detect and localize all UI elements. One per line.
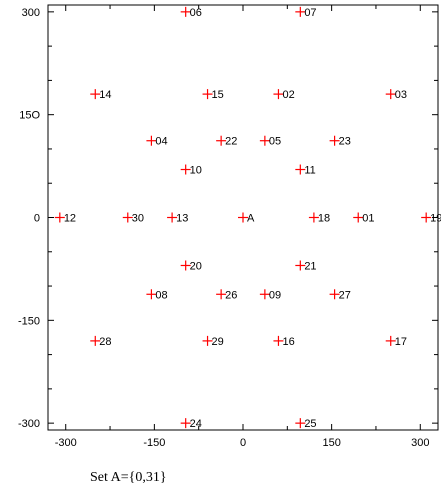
data-point: 30 — [122, 212, 144, 225]
data-point: 19 — [421, 212, 441, 225]
data-point: 15 — [202, 89, 224, 101]
data-point: 14 — [90, 89, 112, 101]
point-label: 16 — [282, 336, 294, 348]
data-point: 13 — [167, 212, 188, 225]
y-tick-label: 15O — [19, 110, 40, 122]
point-label: 28 — [99, 336, 111, 348]
data-point: 25 — [295, 418, 317, 430]
axis-tick-labels: -300 -150 0 150 300 300 15O 0 -150 -300 — [18, 7, 429, 449]
point-label: 21 — [304, 260, 316, 272]
data-point: 20 — [180, 260, 202, 272]
data-point: 22 — [216, 135, 237, 148]
data-point: 21 — [295, 260, 317, 272]
point-label: 11 — [304, 165, 315, 177]
point-label: 06 — [190, 7, 202, 19]
point-label: 18 — [318, 213, 330, 225]
point-label: 10 — [190, 165, 202, 177]
point-label: 15 — [212, 89, 224, 101]
point-label: 08 — [155, 289, 167, 301]
data-point: 18 — [308, 212, 330, 225]
data-point: A — [238, 212, 255, 225]
data-point: 26 — [216, 289, 237, 301]
x-tick-label: 300 — [411, 437, 429, 449]
chart-caption: Set A={0,31} — [90, 470, 167, 485]
point-label: 23 — [339, 136, 351, 148]
x-tick-label: -300 — [55, 437, 77, 449]
data-point: 05 — [259, 135, 281, 148]
data-point: 11 — [295, 164, 316, 177]
point-label: 29 — [212, 336, 224, 348]
point-label: 25 — [304, 418, 316, 430]
x-tick-label: 0 — [240, 437, 246, 449]
data-point: 09 — [259, 289, 281, 301]
data-point: 24 — [180, 418, 202, 430]
x-tick-label: -150 — [143, 437, 165, 449]
point-label: A — [247, 213, 255, 225]
y-tick-label: 0 — [34, 213, 40, 225]
data-point: 01 — [353, 212, 374, 225]
axis-ticks — [48, 5, 438, 430]
point-label: 26 — [225, 289, 237, 301]
point-label: 04 — [155, 136, 167, 148]
point-label: 22 — [225, 136, 237, 148]
data-point: 27 — [329, 289, 351, 301]
point-label: 02 — [282, 89, 294, 101]
data-point: 04 — [146, 135, 168, 148]
y-tick-label: -150 — [18, 315, 40, 327]
point-label: 01 — [362, 213, 374, 225]
data-point: 17 — [385, 335, 407, 348]
data-point: 23 — [329, 135, 351, 148]
data-point: 16 — [273, 335, 295, 348]
point-label: 19 — [430, 213, 441, 225]
data-point: 12 — [54, 212, 76, 225]
point-label: 05 — [269, 136, 281, 148]
y-tick-label: 300 — [22, 7, 40, 19]
point-label: 12 — [64, 213, 76, 225]
point-label: 07 — [304, 7, 316, 19]
point-label: 30 — [132, 213, 144, 225]
data-point: 10 — [180, 164, 202, 177]
point-label: 20 — [190, 260, 202, 272]
data-point: 07 — [295, 7, 317, 19]
point-label: 24 — [190, 418, 202, 430]
y-tick-label: -300 — [18, 418, 40, 430]
data-point: 03 — [385, 89, 407, 101]
x-tick-label: 150 — [322, 437, 340, 449]
point-label: 13 — [176, 213, 188, 225]
point-label: 17 — [395, 336, 407, 348]
point-label: 09 — [269, 289, 281, 301]
data-point: 29 — [202, 335, 224, 348]
data-point: 06 — [180, 7, 202, 19]
data-point: 28 — [90, 335, 112, 348]
data-points: 06 07 14 15 02 03 04 22 05 23 10 11 12 30 13 A 18 01 19 20 2… — [54, 7, 441, 430]
data-point: 02 — [273, 89, 295, 101]
point-label: 27 — [339, 289, 351, 301]
point-label: 03 — [395, 89, 407, 101]
data-point: 08 — [146, 289, 168, 301]
point-label: 14 — [99, 89, 111, 101]
